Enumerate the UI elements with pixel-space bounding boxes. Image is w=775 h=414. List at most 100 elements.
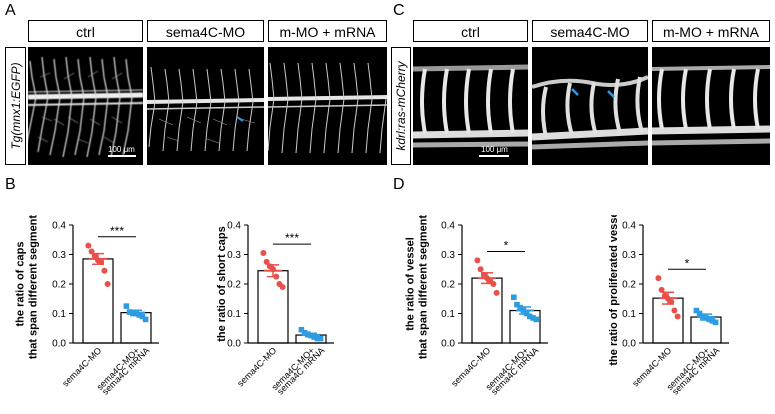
- data-point: [671, 307, 678, 314]
- arrow-icon-2: [607, 90, 615, 98]
- side-label-a: Tg(mnx1:EGFP): [5, 47, 26, 165]
- micrograph-a-ctrl: 100 μm: [28, 47, 143, 165]
- y-tick-label: 0.0: [227, 339, 241, 350]
- micrograph-c-mmo: [652, 47, 770, 165]
- data-point: [709, 318, 716, 324]
- data-point: [301, 329, 308, 336]
- y-tick-label: 0.2: [52, 280, 66, 291]
- data-point: [104, 281, 111, 287]
- significance-label: ***: [110, 224, 124, 238]
- panel-letter-c: C: [393, 2, 405, 19]
- data-point: [123, 303, 130, 309]
- significance-label: ***: [285, 231, 299, 245]
- data-point: [98, 258, 105, 265]
- data-point: [139, 313, 146, 320]
- y-tick-label: 0.0: [441, 339, 455, 350]
- scale-text-a: 100 μm: [108, 145, 135, 154]
- y-tick-label: 0.3: [227, 250, 241, 261]
- chart-d-span-vessel: 0.0 0.1 0.2 0.3 0.4 the ratio of vessel that s…: [405, 215, 548, 397]
- y-tick-label: 0.2: [441, 280, 455, 291]
- data-point: [696, 310, 703, 317]
- y-axis-label: that span different segments: [418, 215, 430, 359]
- bar: [471, 277, 503, 344]
- y-axis-label: that span different segments: [28, 215, 40, 359]
- y-tick-label: 0.4: [52, 221, 66, 232]
- data-point: [490, 281, 497, 287]
- arrow-icon: [236, 116, 244, 122]
- scale-bar-c: [479, 155, 509, 157]
- y-tick-label: 0.3: [622, 250, 636, 261]
- data-point: [693, 307, 700, 314]
- micrograph-a-mmo: [268, 47, 387, 165]
- bar: [257, 270, 289, 344]
- chart-b-span-caps: 0.0 0.1 0.2 0.3 0.4 the ratio of caps that spa…: [15, 215, 159, 397]
- micrograph-a-ctrl-svg: [28, 56, 143, 158]
- data-point: [530, 315, 536, 321]
- data-point: [533, 316, 539, 323]
- y-tick-label: 0.4: [441, 221, 455, 232]
- data-point: [511, 294, 517, 301]
- data-point: [279, 283, 286, 290]
- data-point: [314, 335, 321, 342]
- header-sema4c-mo-a: sema4C-MO: [147, 20, 264, 42]
- micrograph-c-sema4c: [532, 47, 648, 165]
- data-point: [655, 275, 662, 282]
- header-ctrl-a: ctrl: [28, 20, 143, 42]
- arrow-icon-1: [571, 88, 579, 96]
- y-axis-label: the ratio of proliferated vessels: [608, 215, 620, 366]
- y-tick-label: 0.2: [227, 280, 241, 291]
- header-mmo-mrna-a: m-MO + mRNA: [268, 20, 387, 42]
- significance-label: *: [504, 239, 509, 253]
- data-point: [474, 257, 481, 264]
- header-mmo-mrna-c: m-MO + mRNA: [652, 20, 770, 42]
- y-axis-label: the ratio of vessel: [405, 237, 417, 331]
- y-tick-label: 0.0: [52, 339, 66, 350]
- header-ctrl-c: ctrl: [413, 20, 528, 42]
- y-tick-label: 0.3: [52, 250, 66, 261]
- side-label-c: kdrl:ras-mCherry: [391, 47, 411, 165]
- scale-text-c: 100 μm: [481, 145, 508, 154]
- y-axis-label: the ratio of caps: [15, 242, 27, 327]
- y-tick-label: 0.4: [622, 221, 636, 232]
- data-point: [527, 313, 533, 320]
- data-point: [91, 252, 98, 259]
- scale-bar-a: [108, 155, 136, 157]
- y-tick-label: 0.4: [227, 221, 241, 232]
- data-point: [317, 335, 324, 342]
- data-point: [298, 326, 305, 333]
- data-point: [85, 242, 92, 249]
- significance-label: *: [685, 256, 690, 270]
- header-sema4c-mo-c: sema4C-MO: [532, 20, 648, 42]
- micrograph-c-ctrl: 100 μm: [413, 47, 528, 165]
- micrograph-a-sema4c: [147, 47, 264, 165]
- data-point: [658, 286, 665, 293]
- data-point: [514, 301, 520, 308]
- y-tick-label: 0.3: [441, 250, 455, 261]
- data-point: [142, 316, 149, 323]
- y-axis-label: the ratio of short caps: [216, 226, 228, 342]
- data-point: [263, 258, 270, 265]
- bar: [652, 297, 684, 344]
- data-point: [477, 266, 484, 273]
- panel-letter-a: A: [5, 2, 16, 19]
- data-point: [101, 267, 108, 274]
- micrograph-a-mmo-svg: [268, 62, 387, 154]
- panel-letter-d: D: [393, 176, 405, 193]
- y-tick-label: 0.1: [622, 309, 636, 320]
- data-point: [712, 319, 719, 326]
- data-point: [493, 289, 500, 296]
- bar: [82, 258, 114, 344]
- data-point: [668, 298, 675, 305]
- data-point: [260, 250, 267, 257]
- panel-letter-b: B: [5, 176, 16, 193]
- micrograph-c-sema4c-svg: [532, 75, 648, 150]
- y-tick-label: 0.1: [227, 309, 241, 320]
- data-point: [674, 313, 681, 320]
- y-tick-label: 0.2: [622, 280, 636, 291]
- micrograph-a-sema4c-svg: [147, 66, 264, 152]
- y-tick-label: 0.0: [622, 339, 636, 350]
- y-tick-label: 0.1: [441, 309, 455, 320]
- y-tick-label: 0.1: [52, 309, 66, 320]
